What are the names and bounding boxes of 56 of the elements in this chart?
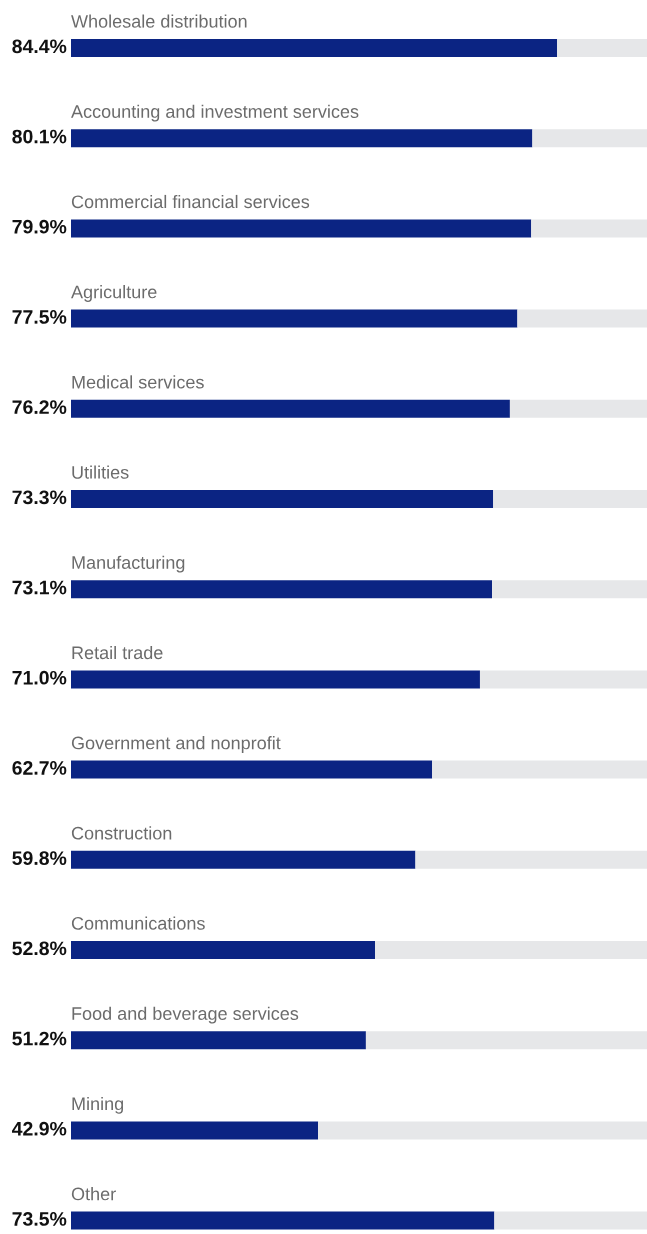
bar — [71, 1211, 495, 1230]
data-label: 79.9% — [12, 219, 67, 234]
bar — [71, 1121, 319, 1140]
data-label: 73.5% — [12, 1212, 67, 1226]
y-tick-label: Other — [71, 1187, 116, 1201]
bar — [71, 850, 416, 869]
y-tick-label: Agriculture — [71, 285, 157, 302]
bar — [517, 309, 647, 328]
bar — [71, 1031, 366, 1050]
data-label: 52.8% — [12, 941, 67, 956]
y-tick-label: Mining — [72, 1096, 124, 1114]
bar — [71, 940, 376, 960]
bar — [509, 399, 647, 418]
bar — [71, 760, 433, 779]
data-label: 62.7% — [12, 761, 67, 775]
bar — [532, 129, 647, 148]
bar — [365, 1031, 647, 1050]
bar — [494, 1211, 647, 1230]
data-label: 42.9% — [12, 1121, 67, 1136]
bar — [71, 38, 558, 58]
bar — [71, 670, 480, 689]
data-label: 84.4% — [12, 39, 67, 54]
y-tick-label: Communications — [71, 916, 205, 930]
data-label: 71.0% — [12, 670, 67, 685]
bar — [71, 399, 510, 418]
y-tick-label: Commercial financial services — [71, 194, 310, 209]
y-tick-label: Medical services — [72, 375, 204, 389]
bar — [493, 489, 647, 509]
data-label: 77.5% — [12, 310, 67, 324]
y-tick-label: Food and beverage services — [72, 1006, 299, 1024]
data-label: 51.2% — [12, 1031, 67, 1046]
data-label: 73.3% — [12, 490, 67, 505]
y-tick-label: Manufacturing — [72, 555, 185, 573]
y-tick-label: Retail trade — [72, 645, 163, 660]
y-tick-label: Utilities — [72, 465, 129, 479]
bar — [71, 580, 493, 599]
bar — [375, 940, 647, 960]
bar — [432, 760, 647, 779]
y-tick-label: Accounting and investment services — [71, 104, 359, 122]
y-tick-label: Construction — [71, 826, 172, 840]
bar — [71, 489, 494, 509]
bar — [479, 670, 647, 689]
bar — [318, 1121, 647, 1140]
data-label: 76.2% — [12, 400, 67, 415]
bar — [415, 850, 647, 869]
bar — [531, 219, 647, 238]
bar — [557, 38, 647, 58]
bar — [71, 219, 532, 238]
data-label: 73.1% — [12, 580, 67, 595]
bar — [492, 580, 647, 599]
data-label: 59.8% — [12, 851, 67, 866]
bar — [71, 309, 518, 328]
data-label: 80.1% — [12, 129, 67, 144]
y-tick-label: Wholesale distribution — [71, 14, 247, 28]
bar — [71, 129, 533, 148]
y-tick-label: Government and nonprofit — [71, 736, 281, 753]
